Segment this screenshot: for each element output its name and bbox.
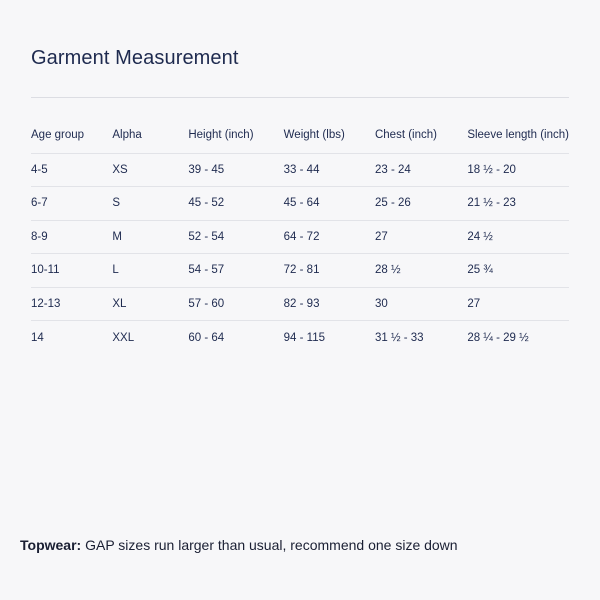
cell-age-group: 10-11	[31, 253, 113, 288]
cell-age-group: 12-13	[31, 287, 113, 321]
table-header-row: Age group Alpha Height (inch) Weight (lb…	[31, 118, 569, 154]
table-row: 8-9 M 52 - 54 64 - 72 27 24 ½	[31, 220, 569, 254]
header-age-group: Age group	[31, 118, 113, 154]
size-chart-table: Age group Alpha Height (inch) Weight (lb…	[31, 118, 569, 354]
cell-alpha: XS	[112, 153, 189, 187]
cell-height: 60 - 64	[188, 331, 225, 344]
cell-weight: 33 - 44	[283, 153, 375, 187]
cell-alpha: L	[112, 253, 189, 288]
cell-chest: 25 - 26	[374, 186, 468, 221]
cell-height: 45 - 52	[188, 186, 284, 221]
table-row: 6-7 S 45 - 52 45 - 64 25 - 26 21 ½ - 23	[31, 186, 569, 221]
cell-sleeve-length: 27	[467, 287, 569, 321]
header-alpha: Alpha	[112, 118, 189, 154]
table-row: 4-5 XS 39 - 45 33 - 44 23 - 24 18 ½ - 20	[31, 153, 569, 187]
cell-weight: 72 - 81	[283, 253, 375, 288]
cell-sleeve-length: 21 ½ - 23	[467, 186, 569, 221]
cell-sleeve-length: 25 ¾	[467, 253, 569, 288]
header-chest: Chest (inch)	[374, 118, 468, 154]
fit-note: Topwear: GAP sizes run larger than usual…	[20, 537, 458, 553]
table-row: 10-11 L 54 - 57 72 - 81 28 ½ 25 ¾	[31, 253, 569, 288]
table-row: 12-13 XL 57 - 60 82 - 93 30 27	[31, 287, 569, 321]
header-height: Height (inch)	[188, 118, 284, 154]
header-weight: Weight (lbs)	[283, 118, 375, 154]
cell-weight: 82 - 93	[283, 287, 375, 321]
cell-age-group: 4-5	[31, 153, 113, 187]
cell-age-group: 8-9	[31, 220, 113, 254]
cell-chest: 31 ½ - 33	[374, 331, 424, 344]
cell-sleeve-length: 24 ½	[467, 220, 569, 254]
cell-alpha: M	[112, 220, 189, 254]
page-title: Garment Measurement	[31, 47, 239, 69]
cell-sleeve-length: 18 ½ - 20	[467, 153, 569, 187]
fit-note-label: Topwear:	[20, 537, 82, 553]
cell-alpha: XXL	[112, 331, 135, 344]
cell-weight: 45 - 64	[283, 186, 375, 221]
cell-chest: 27	[374, 220, 468, 254]
cell-age-group: 6-7	[31, 186, 113, 221]
cell-chest: 30	[374, 287, 468, 321]
cell-alpha: S	[112, 186, 189, 221]
cell-alpha: XL	[112, 287, 189, 321]
cell-age-group: 14	[31, 331, 44, 344]
cell-height: 54 - 57	[188, 253, 284, 288]
title-divider	[31, 97, 569, 98]
cell-height: 52 - 54	[188, 220, 284, 254]
cell-chest: 23 - 24	[374, 153, 468, 187]
cell-height: 39 - 45	[188, 153, 284, 187]
fit-note-text: GAP sizes run larger than usual, recomme…	[81, 537, 458, 553]
cell-chest: 28 ½	[374, 253, 468, 288]
cell-sleeve-length: 28 ¼ - 29 ½	[467, 331, 529, 344]
table-row: 14 XXL 60 - 64 94 - 115 31 ½ - 33 28 ¼ -…	[31, 321, 569, 355]
cell-weight: 94 - 115	[283, 331, 326, 344]
cell-height: 57 - 60	[188, 287, 284, 321]
header-sleeve-length: Sleeve length (inch)	[467, 118, 569, 154]
cell-weight: 64 - 72	[283, 220, 375, 254]
